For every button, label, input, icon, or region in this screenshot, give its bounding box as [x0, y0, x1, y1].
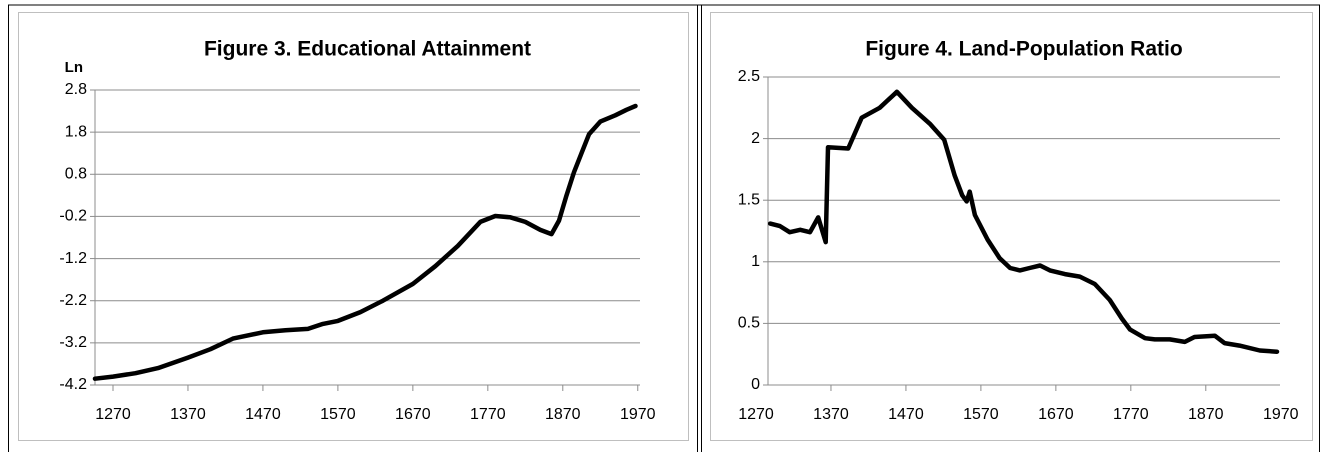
y-tick-label: 1.8: [65, 123, 87, 140]
y-tick-label: 0.8: [65, 166, 87, 183]
y-tick-label: 0.5: [738, 315, 760, 332]
x-tick-label: 1270: [95, 406, 131, 423]
y-tick-label: -3.2: [59, 334, 87, 351]
x-tick-label: 1970: [1263, 406, 1299, 423]
x-tick-label: 1370: [170, 406, 206, 423]
x-tick-label: 1470: [888, 406, 924, 423]
y-tick-label: -2.2: [59, 292, 87, 309]
y-tick-label: 2.8: [65, 81, 87, 98]
x-tick-label: 1670: [1038, 406, 1074, 423]
x-tick-label: 1570: [963, 406, 999, 423]
y-tick-label: 1.5: [738, 191, 760, 208]
x-tick-label: 1770: [470, 406, 506, 423]
chart-title: Figure 4. Land-Population Ratio: [865, 38, 1182, 61]
data-line: [767, 89, 1280, 354]
x-tick-label: 1770: [1113, 406, 1149, 423]
y-tick-label: -1.2: [59, 250, 87, 267]
x-tick-label: 1470: [245, 406, 281, 423]
x-tick-label: 1870: [1188, 406, 1224, 423]
chart-area: [18, 12, 689, 441]
y-tick-label: 1: [751, 253, 760, 270]
x-tick-label: 1670: [395, 406, 431, 423]
x-tick-label: 1870: [545, 406, 581, 423]
y-tick-label: -4.2: [59, 376, 87, 393]
x-tick-label: 1570: [320, 406, 356, 423]
x-tick-label: 1270: [738, 406, 774, 423]
y-tick-label: 2: [751, 130, 760, 147]
x-tick-label: 1970: [620, 406, 656, 423]
y-axis-label: Ln: [65, 59, 83, 76]
y-tick-label: -0.2: [59, 208, 87, 225]
x-tick-label: 1370: [813, 406, 849, 423]
y-tick-label: 0: [751, 376, 760, 393]
y-tick-label: 2.5: [738, 68, 760, 85]
chart-title: Figure 3. Educational Attainment: [204, 38, 531, 61]
data-line: [92, 103, 638, 381]
